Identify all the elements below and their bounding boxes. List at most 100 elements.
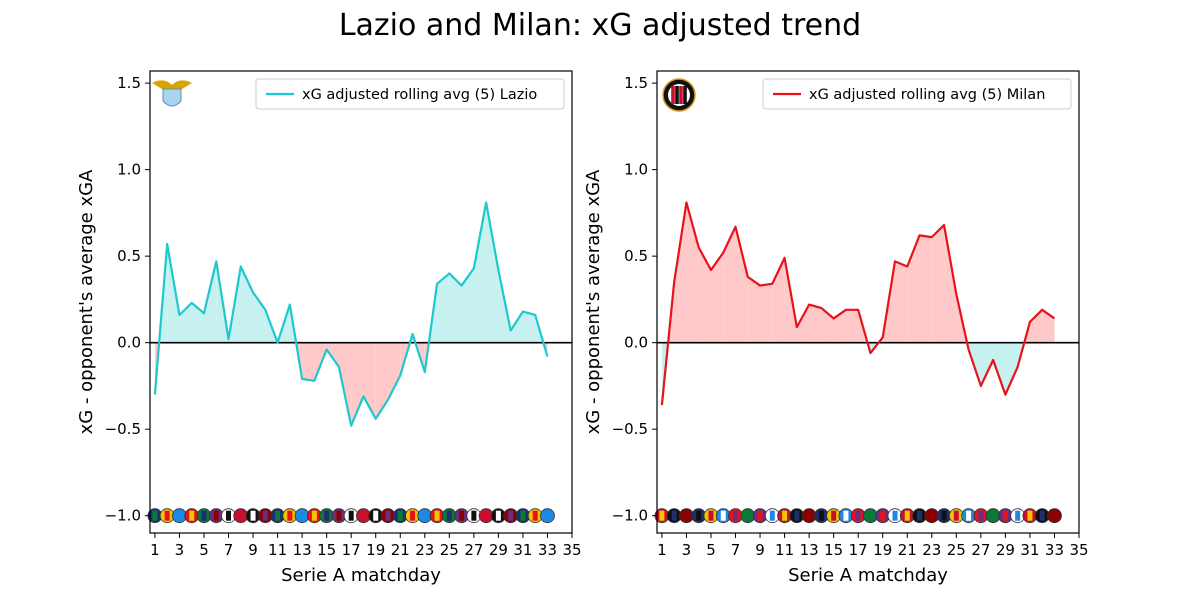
y-tick-label: −1.0	[612, 507, 648, 525]
area-fill-segment	[437, 273, 450, 343]
legend-label: xG adjusted rolling avg (5) Lazio	[302, 87, 537, 103]
area-fill-segment	[710, 252, 724, 343]
opponent-crest-icon	[789, 508, 805, 524]
y-tick-label: 1.0	[117, 161, 141, 179]
area-fill-segment	[203, 261, 217, 343]
opponent-crest-icon	[282, 508, 298, 524]
area-fill-segment	[993, 342, 1006, 395]
y-axis-label: xG - opponent's average xGA	[583, 169, 604, 434]
x-tick-label: 35	[1069, 541, 1088, 559]
x-tick-label: 19	[366, 541, 385, 559]
lazio-eagle-crest-icon	[152, 80, 192, 107]
legend-box	[762, 78, 1072, 110]
y-tick-label: 0.0	[117, 334, 141, 352]
opponent-crest-icon	[850, 508, 866, 524]
x-axis-ticks: 1 3 5 7 9 11 13 15 17 19 21 23 25 27 29 31 33 35	[150, 533, 582, 559]
area-fill-segment	[735, 226, 748, 343]
opponent-crest-icon	[331, 508, 347, 524]
x-tick-label: 3	[682, 541, 692, 559]
opponent-crest-icon	[899, 508, 915, 524]
y-tick-label: 0.5	[624, 247, 648, 265]
y-axis-ticks: 1.5 1.0 0.5 0.0 −0.5 −1.0	[105, 74, 150, 525]
area-fill-segment	[167, 244, 180, 343]
area-fill-segment	[674, 202, 687, 343]
y-tick-label: −0.5	[105, 420, 141, 438]
area-fill-segment	[253, 292, 266, 343]
opponent-crest-icon	[838, 508, 854, 524]
x-tick-label: 23	[415, 541, 434, 559]
opponent-crest-icon	[245, 508, 261, 524]
x-tick-label: 21	[898, 541, 917, 559]
area-fill-segment	[1005, 342, 1018, 395]
area-fill	[661, 202, 1055, 405]
area-fill-segment	[833, 309, 846, 343]
legend: xG adjusted rolling avg (5) Milan	[762, 78, 1072, 110]
area-fill-segment	[473, 202, 487, 343]
x-tick-label: 9	[248, 541, 258, 559]
x-tick-label: 13	[293, 541, 312, 559]
plot-frame	[656, 70, 1080, 534]
area-fill-segment	[845, 309, 859, 343]
opponent-crest-icon	[540, 508, 555, 524]
opponent-crest-icon	[306, 508, 322, 524]
x-tick-label: 11	[268, 541, 287, 559]
series-line-group	[153, 201, 549, 427]
opponent-crest-icon	[715, 508, 731, 524]
area-fill-segment	[240, 266, 254, 343]
area-fill-segment	[760, 283, 773, 343]
x-tick-label: 15	[824, 541, 843, 559]
area-fill-segment	[1029, 309, 1043, 343]
opponent-crest-icon	[728, 508, 743, 524]
x-axis-label: Serie A matchday	[281, 565, 441, 586]
area-fill-segment	[375, 342, 388, 419]
y-axis-label: xG - opponent's average xGA	[76, 169, 97, 434]
area-fill-segment	[449, 273, 462, 343]
x-axis-label: Serie A matchday	[788, 565, 948, 586]
area-fill-segment	[809, 304, 822, 343]
area-fill-segment	[944, 225, 957, 343]
y-tick-label: 1.5	[624, 74, 648, 92]
x-tick-label: 1	[150, 541, 160, 559]
chart-panel-milan: 1 3 5 7 9 11 13 15 17 19 21 23 25 27 29 31 33 351.51.00.5…	[583, 70, 1089, 586]
x-tick-label: 35	[562, 541, 581, 559]
area-fill-segment	[522, 311, 536, 343]
opponent-crest-icon	[997, 508, 1013, 524]
area-fill-segment	[796, 304, 810, 343]
legend-label: xG adjusted rolling avg (5) Milan	[809, 87, 1045, 103]
x-tick-label: 5	[199, 541, 209, 559]
area-fill-segment	[698, 247, 711, 343]
area-fill-segment	[387, 342, 401, 400]
x-tick-label: 11	[775, 541, 794, 559]
x-tick-label: 25	[947, 541, 966, 559]
y-tick-label: 1.5	[117, 74, 141, 92]
opponent-crest-icon	[368, 508, 384, 524]
x-tick-label: 3	[175, 541, 185, 559]
area-fill-segment	[747, 276, 761, 343]
opponent-crest-icon	[1047, 508, 1062, 524]
x-tick-label: 27	[971, 541, 990, 559]
x-axis-ticks: 1 3 5 7 9 11 13 15 17 19 21 23 25 27 29 31 33 35	[657, 533, 1089, 559]
figure-title: Lazio and Milan: xG adjusted trend	[339, 8, 861, 43]
area-fill-segment	[931, 225, 945, 343]
opponent-crest-icon	[679, 508, 694, 524]
x-tick-label: 31	[1020, 541, 1039, 559]
opponent-crests-row	[654, 508, 1062, 524]
x-tick-label: 19	[873, 541, 892, 559]
x-tick-label: 29	[489, 541, 508, 559]
legend: xG adjusted rolling avg (5) Lazio	[255, 78, 565, 110]
area-fill-segment	[486, 202, 499, 343]
opponent-crest-icon	[1010, 508, 1026, 524]
area-fill-segment	[302, 342, 315, 381]
x-tick-label: 33	[1045, 541, 1064, 559]
x-tick-label: 29	[996, 541, 1015, 559]
opponent-crest-icon	[221, 508, 236, 524]
y-tick-label: 0.5	[117, 247, 141, 265]
legend-box	[255, 78, 565, 110]
area-fill-segment	[723, 226, 736, 343]
opponent-crest-icon	[813, 508, 829, 524]
area-fill-segment	[1042, 309, 1055, 343]
y-axis-ticks: 1.5 1.0 0.5 0.0 −0.5 −1.0	[612, 74, 657, 525]
x-tick-label: 13	[800, 541, 819, 559]
x-tick-label: 21	[391, 541, 410, 559]
